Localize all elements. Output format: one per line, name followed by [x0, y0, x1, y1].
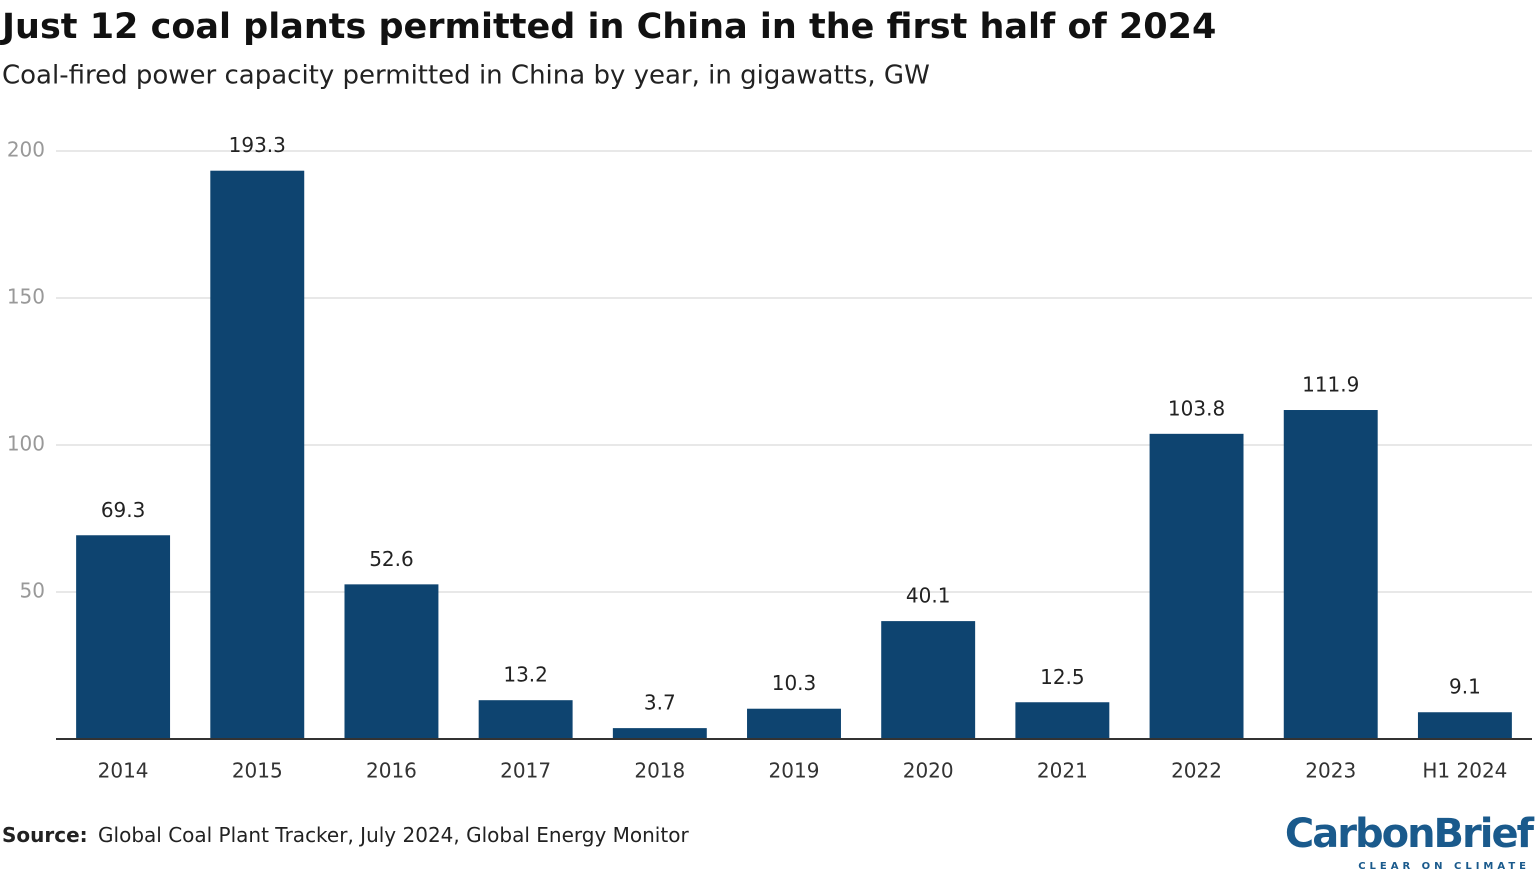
bar	[478, 700, 573, 739]
value-label: 103.8	[1168, 396, 1225, 420]
source-label: Source:	[2, 823, 88, 847]
bar	[76, 535, 171, 739]
logo-tagline: CLEAR ON CLIMATE	[1358, 861, 1530, 872]
plot-area: 50 100 150 200 69.3 2014 193.3 2015 52.6 2016 13.2…	[7, 133, 1532, 783]
value-label: 69.3	[101, 498, 146, 522]
x-tick-label: 2018	[634, 759, 685, 783]
bar	[881, 621, 976, 739]
y-tick-label: 200	[7, 138, 45, 162]
x-tick-label: 2020	[903, 759, 954, 783]
logo: CarbonBrief	[1285, 811, 1535, 857]
value-label: 193.3	[229, 133, 286, 157]
value-label: 9.1	[1449, 675, 1481, 699]
y-tick-label: 50	[20, 579, 45, 603]
value-label: 52.6	[369, 547, 414, 571]
value-label: 40.1	[906, 584, 951, 608]
chart-subtitle: Coal-fired power capacity permitted in C…	[2, 61, 930, 91]
x-tick-label: H1 2024	[1422, 759, 1507, 783]
source-text: Global Coal Plant Tracker, July 2024, Gl…	[98, 823, 689, 847]
value-label: 111.9	[1302, 373, 1359, 397]
chart-title: Just 12 coal plants permitted in China i…	[0, 7, 1216, 47]
bar	[1283, 410, 1378, 739]
x-tick-label: 2019	[769, 759, 820, 783]
bar	[1149, 433, 1244, 739]
bar	[1015, 702, 1110, 739]
y-tick-label: 150	[7, 285, 45, 309]
x-tick-label: 2016	[366, 759, 417, 783]
bar	[1417, 712, 1512, 739]
x-tick-label: 2023	[1305, 759, 1356, 783]
x-tick-label: 2014	[98, 759, 149, 783]
value-label: 13.2	[503, 663, 548, 687]
x-tick-label: 2022	[1171, 759, 1222, 783]
value-label: 3.7	[644, 691, 676, 715]
y-tick-label: 100	[7, 432, 45, 456]
bar	[747, 708, 841, 739]
bar	[344, 584, 439, 739]
bar	[612, 728, 707, 739]
value-label: 10.3	[772, 671, 817, 695]
x-tick-label: 2015	[232, 759, 283, 783]
source-note: Source: Global Coal Plant Tracker, July …	[2, 823, 689, 847]
value-label: 12.5	[1040, 665, 1085, 689]
x-tick-label: 2017	[500, 759, 551, 783]
bar	[210, 170, 305, 739]
x-tick-label: 2021	[1037, 759, 1088, 783]
